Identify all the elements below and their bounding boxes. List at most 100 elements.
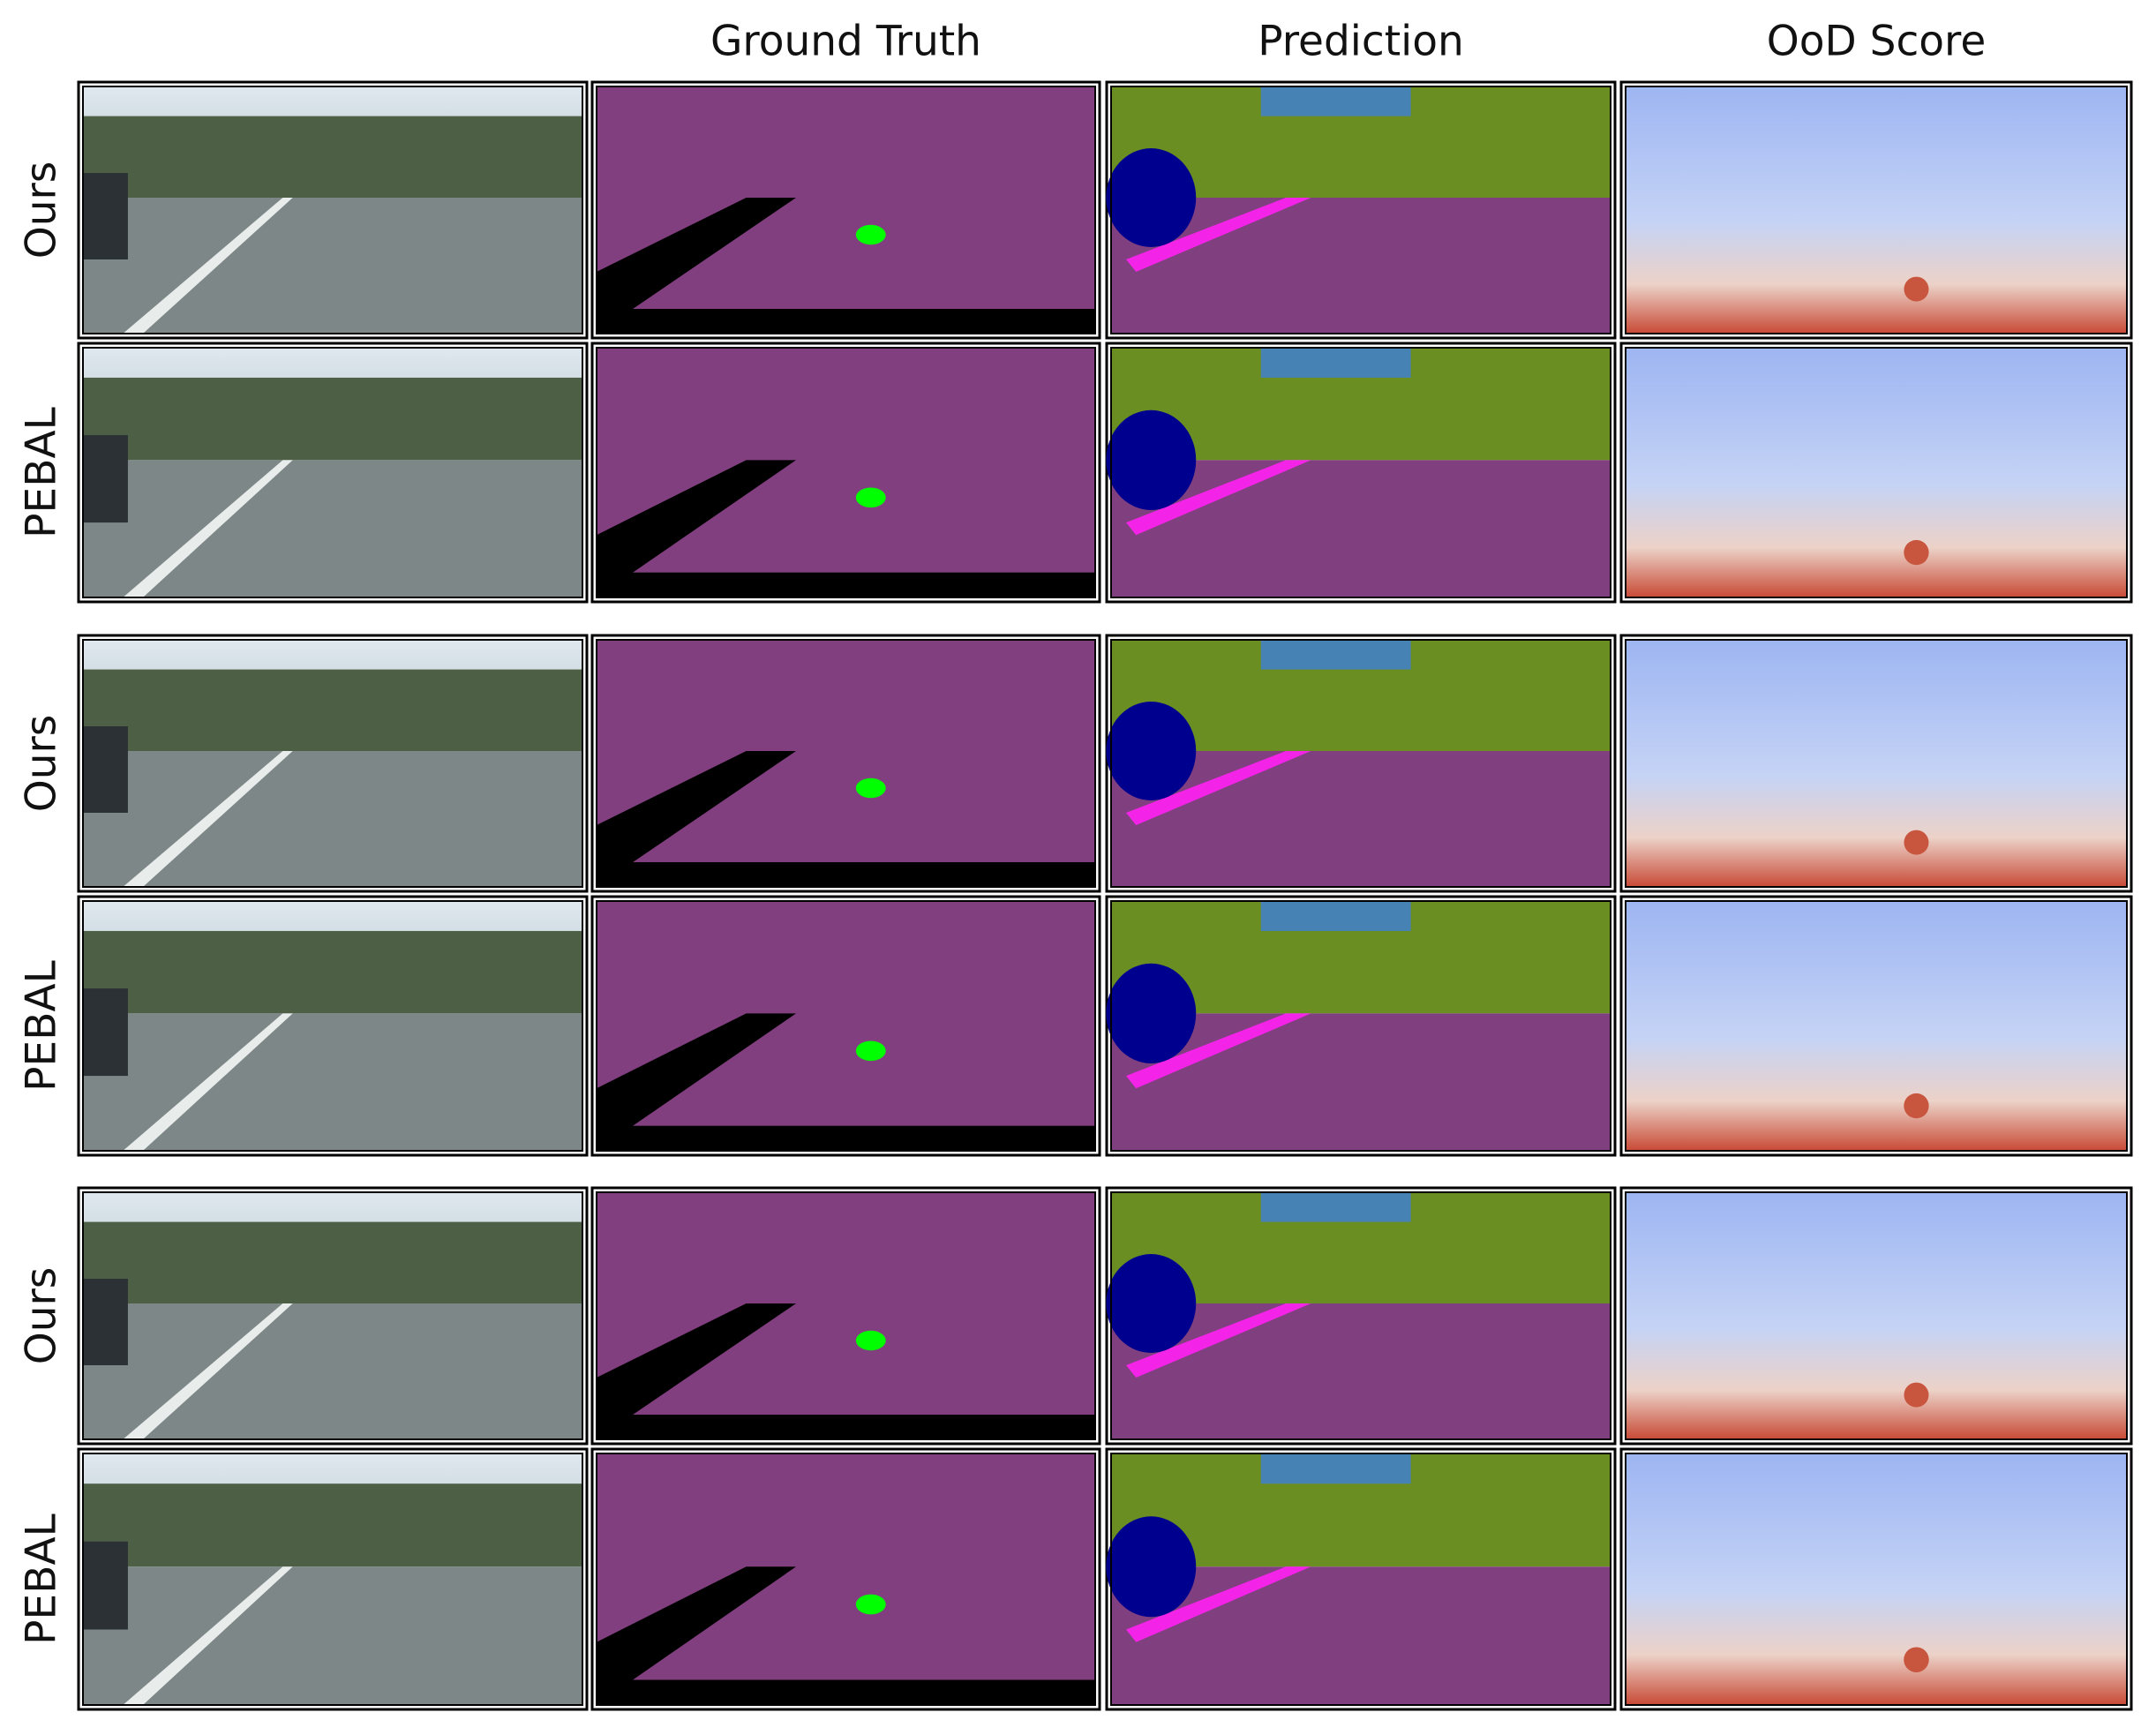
void <box>597 751 796 887</box>
lane-line <box>123 1566 293 1705</box>
image-panel <box>590 342 1101 604</box>
panel-inner-frame <box>596 1453 1096 1706</box>
road-class <box>1111 1013 1611 1151</box>
panel-inner-frame <box>1110 900 1611 1152</box>
void <box>597 1566 796 1705</box>
lane-line <box>123 460 293 597</box>
panel-inner-frame <box>1110 1191 1611 1440</box>
row-label: PEBAL <box>18 407 66 538</box>
void <box>597 1303 796 1439</box>
sky-class <box>1260 901 1411 931</box>
panel-inner-frame <box>1625 639 2128 888</box>
hood <box>597 862 1095 887</box>
car-class <box>1106 1254 1197 1353</box>
lane-line <box>123 1303 293 1439</box>
image-panel <box>1619 634 2133 893</box>
ood-hotspot <box>1904 539 1929 566</box>
ood-map <box>1626 1192 2127 1439</box>
panel-inner-frame <box>596 1191 1096 1440</box>
panel-inner-frame <box>82 900 583 1152</box>
image-panel <box>77 342 589 604</box>
panel-inner-frame <box>82 86 583 334</box>
road-class <box>1111 751 1611 887</box>
hood <box>597 572 1095 597</box>
road-class <box>597 86 1095 334</box>
image-panel <box>1619 1186 2133 1446</box>
ood-hotspot <box>1904 1093 1929 1119</box>
column-header: OoD Score <box>1767 18 1987 66</box>
image-panel <box>77 1447 589 1711</box>
ood-hotspot <box>1904 830 1929 855</box>
anomaly <box>855 1330 886 1351</box>
ood-hotspot <box>1904 1647 1929 1672</box>
hood <box>597 309 1095 334</box>
image-panel <box>590 80 1101 340</box>
trees <box>83 116 582 198</box>
sidewalk <box>1125 460 1311 536</box>
anomaly <box>855 224 886 245</box>
sky-class <box>1260 86 1411 116</box>
image-panel <box>77 80 589 340</box>
car <box>83 435 128 523</box>
panel-inner-frame <box>1110 86 1611 334</box>
panel-inner-frame <box>1110 639 1611 888</box>
image-panel <box>1105 895 1617 1157</box>
sidewalk <box>1125 198 1311 272</box>
panel-inner-frame <box>596 900 1096 1152</box>
image-panel <box>1619 342 2133 604</box>
sidewalk <box>1125 1013 1311 1089</box>
trees <box>83 930 582 1014</box>
road-class <box>1111 1566 1611 1705</box>
car <box>83 1541 128 1630</box>
row-label: Ours <box>18 1267 66 1365</box>
lane-line <box>123 751 293 887</box>
panel-inner-frame <box>596 347 1096 598</box>
panel-inner-frame <box>1625 1191 2128 1440</box>
anomaly <box>855 487 886 508</box>
sky-class <box>1260 348 1411 378</box>
lane-line <box>123 1013 293 1151</box>
hood <box>597 1415 1095 1439</box>
image-panel <box>1105 1186 1617 1446</box>
lane-line <box>123 198 293 334</box>
road-class <box>597 1192 1095 1439</box>
car-class <box>1106 702 1197 800</box>
sidewalk <box>1125 751 1311 825</box>
car <box>83 1279 128 1365</box>
car <box>83 988 128 1077</box>
panel-inner-frame <box>1625 900 2128 1152</box>
road-class <box>597 348 1095 597</box>
sidewalk <box>1125 1303 1311 1378</box>
ood-map <box>1626 86 2127 334</box>
panel-inner-frame <box>82 347 583 598</box>
sky-class <box>1260 1453 1411 1484</box>
anomaly <box>855 1594 886 1615</box>
sky-class <box>1260 1192 1411 1222</box>
panel-inner-frame <box>82 1453 583 1706</box>
row-label: Ours <box>18 715 66 813</box>
trees <box>83 1221 582 1303</box>
void <box>597 460 796 597</box>
car-class <box>1106 1516 1197 1618</box>
image-panel <box>590 1447 1101 1711</box>
panel-inner-frame <box>1625 347 2128 598</box>
sky-class <box>1260 640 1411 670</box>
image-panel <box>590 1186 1101 1446</box>
hood <box>597 1679 1095 1705</box>
road-class <box>597 1453 1095 1705</box>
panel-inner-frame <box>1110 1453 1611 1706</box>
image-panel <box>1619 1447 2133 1711</box>
car-class <box>1106 963 1197 1063</box>
image-panel <box>1619 895 2133 1157</box>
panel-inner-frame <box>82 1191 583 1440</box>
image-panel <box>590 895 1101 1157</box>
road-class <box>597 640 1095 887</box>
void <box>597 198 796 334</box>
ood-hotspot <box>1904 276 1929 302</box>
road-class <box>1111 460 1611 597</box>
image-panel <box>77 634 589 893</box>
panel-inner-frame <box>596 639 1096 888</box>
row-label: Ours <box>18 161 66 259</box>
panel-inner-frame <box>82 639 583 888</box>
